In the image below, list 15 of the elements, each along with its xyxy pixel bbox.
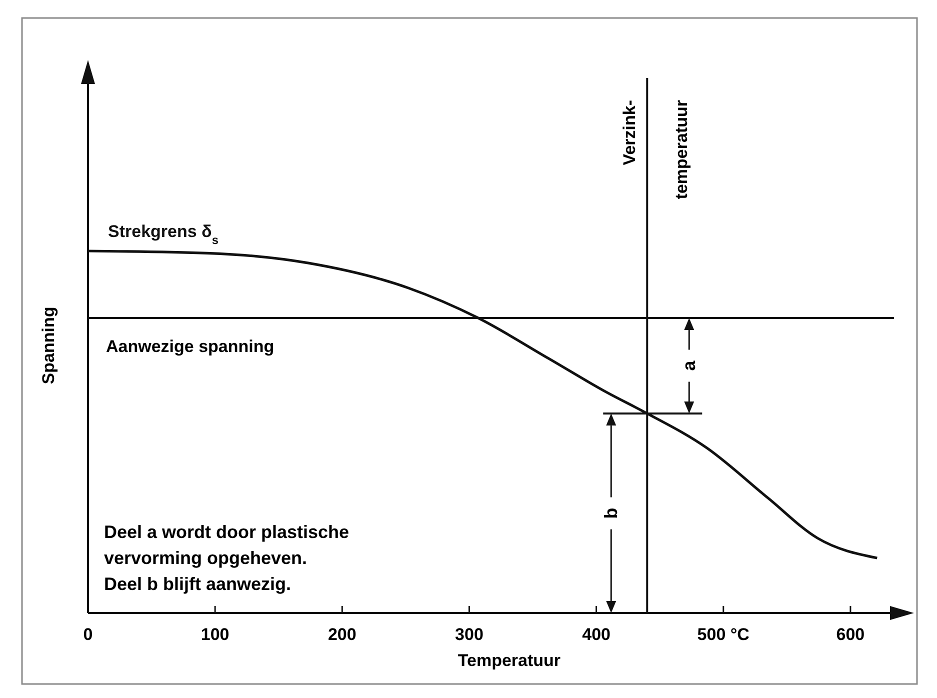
x-tick-label: 400 [582, 625, 610, 644]
x-tick-label: 600 [836, 625, 865, 644]
x-tick-label: 100 [200, 625, 230, 644]
annotation: Deel a wordt door plastische vervorming opgeheven. Deel b blijft aanwezig. [104, 522, 350, 594]
x-tick-label: 500 °C [697, 625, 750, 644]
annotation: a [679, 360, 700, 371]
x-axis-title: Temperatuur [458, 651, 561, 670]
series-label: Strekgrens δ$_{s}$ [108, 222, 219, 247]
x-tick-label: 300 [455, 625, 484, 644]
ref-line-label: Aanwezige spanning [106, 336, 274, 356]
y-axis-title: Spanning [39, 306, 58, 384]
x-tick-label: 200 [328, 625, 356, 644]
x-tick-label: 0 [83, 625, 93, 644]
text: Verzink- temperatuur [620, 100, 692, 200]
annotation: b [601, 508, 622, 519]
